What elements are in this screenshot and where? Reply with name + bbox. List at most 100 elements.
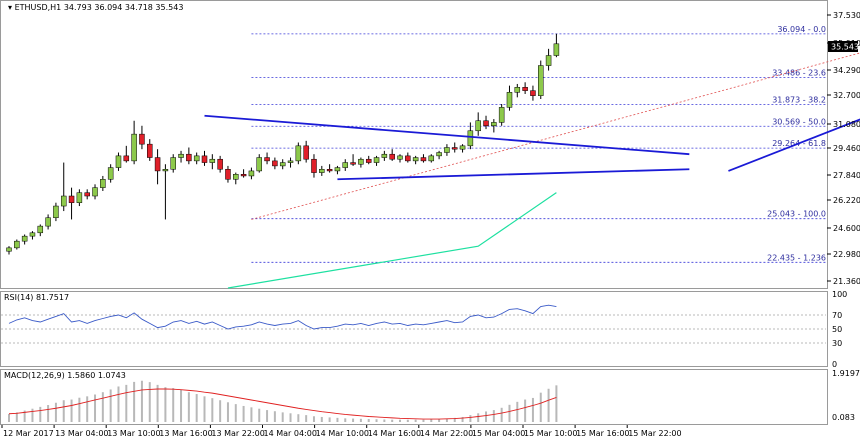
candle xyxy=(538,66,543,96)
candle xyxy=(468,131,473,146)
candle xyxy=(304,146,309,159)
time-tick-label: 14 Mar 04:00 xyxy=(264,429,317,438)
candle xyxy=(46,218,51,226)
candle xyxy=(100,179,105,187)
macd-tick-label: 1.9197 xyxy=(832,369,860,378)
candle xyxy=(116,156,121,168)
rsi-tick-label: 30 xyxy=(832,339,842,348)
candle xyxy=(93,188,98,196)
candle xyxy=(132,134,137,161)
candle xyxy=(460,146,465,149)
candle xyxy=(69,196,74,203)
price-tick-label: 29.460 xyxy=(833,144,860,153)
candle xyxy=(405,156,410,161)
ohlc-values: 34.793 36.094 34.718 35.543 xyxy=(64,3,184,12)
candle xyxy=(476,121,481,131)
candle xyxy=(233,174,238,179)
candle xyxy=(546,56,551,66)
rsi-tick-label: 100 xyxy=(832,290,847,299)
time-tick-label: 15 Mar 10:00 xyxy=(524,429,577,438)
macd-tick-label: 0.083 xyxy=(832,413,855,422)
fib-level-label: 25.043 - 100.0 xyxy=(767,210,826,219)
candle xyxy=(374,158,379,163)
candle xyxy=(194,156,199,161)
fib-level-label: 31.873 - 38.2 xyxy=(772,95,826,104)
candle xyxy=(77,193,82,203)
candle xyxy=(327,169,332,171)
candle xyxy=(241,174,246,176)
price-tick-label: 26.220 xyxy=(833,196,860,205)
candle xyxy=(202,156,207,163)
last-price-marker: 35.543 xyxy=(828,41,859,52)
candle xyxy=(186,154,191,161)
candle xyxy=(155,158,160,171)
candle xyxy=(179,154,184,157)
price-tick-label: 27.840 xyxy=(833,171,860,180)
candle xyxy=(554,44,559,56)
candle xyxy=(171,158,176,170)
symbol-label: ETHUSD,H1 xyxy=(15,3,62,12)
candle xyxy=(61,196,66,206)
rsi-title: RSI(14) 81.7517 xyxy=(4,293,69,302)
candle xyxy=(421,158,426,161)
candle xyxy=(484,121,489,126)
candle xyxy=(398,156,403,159)
fib-level-label: 22.435 - 1.236 xyxy=(767,253,826,262)
candle xyxy=(265,158,270,161)
candle xyxy=(225,169,230,179)
candle xyxy=(382,154,387,157)
candle xyxy=(311,159,316,172)
candle xyxy=(218,159,223,169)
candle xyxy=(257,158,262,171)
rsi-tick-label: 70 xyxy=(832,311,842,320)
last-price-label: 35.543 xyxy=(831,43,859,52)
candle xyxy=(22,236,27,241)
price-tick-label: 34.290 xyxy=(833,66,860,75)
candle xyxy=(296,146,301,161)
price-tick-label: 31.080 xyxy=(833,120,860,129)
candle xyxy=(272,161,277,166)
candle xyxy=(108,168,113,180)
time-tick-label: 15 Mar 16:00 xyxy=(576,429,629,438)
price-tick-label: 21.360 xyxy=(833,277,860,286)
time-tick-label: 12 Mar 2017 xyxy=(3,429,54,438)
time-tick-label: 14 Mar 22:00 xyxy=(420,429,473,438)
macd-title: MACD(12,26,9) 1.5860 1.0743 xyxy=(4,371,126,380)
price-chart-title: ▾ ETHUSD,H1 34.793 36.094 34.718 35.543 xyxy=(8,3,183,12)
time-tick-label: 14 Mar 16:00 xyxy=(368,429,421,438)
price-tick-label: 24.600 xyxy=(833,224,860,233)
time-tick-label: 13 Mar 22:00 xyxy=(211,429,264,438)
rsi-tick-label: 0 xyxy=(832,360,837,369)
candle xyxy=(210,159,215,162)
candle xyxy=(139,134,144,144)
candle xyxy=(358,159,363,164)
candle xyxy=(335,168,340,171)
fib-level-label: 36.094 - 0.0 xyxy=(777,25,826,34)
candle xyxy=(452,148,457,150)
candle xyxy=(390,154,395,159)
time-tick-label: 15 Mar 04:00 xyxy=(472,429,525,438)
candle xyxy=(30,233,35,236)
rsi-tick-label: 50 xyxy=(832,325,842,334)
candle xyxy=(530,91,535,96)
candle xyxy=(429,156,434,161)
candle xyxy=(366,159,371,162)
candle xyxy=(14,241,19,248)
candle xyxy=(491,122,496,125)
candle xyxy=(249,171,254,176)
time-tick-label: 14 Mar 10:00 xyxy=(316,429,369,438)
candle xyxy=(53,206,58,218)
time-tick-label: 13 Mar 10:00 xyxy=(107,429,160,438)
candle xyxy=(413,158,418,161)
candle xyxy=(507,92,512,107)
candle xyxy=(147,144,152,157)
candle xyxy=(280,163,285,166)
price-tick-label: 32.700 xyxy=(833,91,860,100)
fib-level-label: 30.569 - 50.0 xyxy=(772,117,826,126)
candle xyxy=(288,161,293,163)
candle xyxy=(523,87,528,90)
candle xyxy=(515,87,520,92)
candle xyxy=(7,248,12,251)
